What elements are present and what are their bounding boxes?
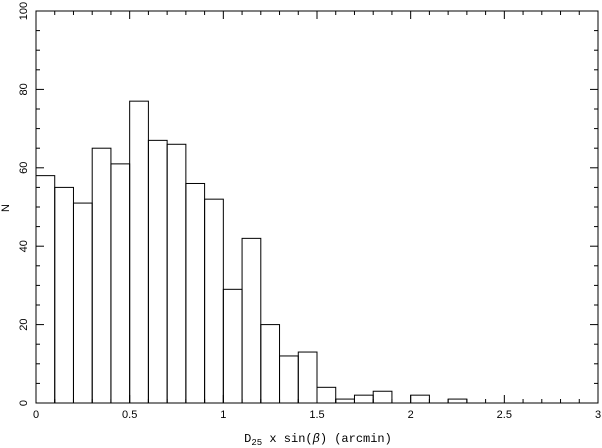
histogram-bar [204,198,224,404]
histogram-bar [129,100,149,404]
x-tick-label: 2.5 [497,409,512,421]
x-axis-label-middle: x sin( [262,432,312,446]
x-tick-label: 3 [595,409,601,421]
histogram-bar [335,398,355,404]
y-tick-label: 60 [18,162,30,174]
y-axis-label: N [0,204,12,212]
x-tick-label: 1.5 [309,409,324,421]
x-tick-label: 0 [33,409,39,421]
plot-frame [35,10,599,404]
histogram-bar [353,394,374,404]
x-axis-label-subscript: 25 [251,438,262,448]
histogram-bar [241,237,262,404]
histogram-bar [35,175,56,404]
y-tick-label: 100 [18,2,30,20]
axis-ticks [35,10,599,404]
y-tick-label: 20 [18,318,30,330]
histogram-bar [279,355,299,404]
histogram-bar [297,351,318,404]
histogram-bar [147,139,168,404]
y-tick-label: 40 [18,240,30,252]
histogram-bar [110,163,131,404]
histogram-bar [410,394,430,404]
tick-labels: 0 0.5 1 1.5 2 2.5 3 0 20 40 60 80 100 [18,2,601,421]
x-axis-label-symbol: β [312,432,320,446]
y-tick-label: 0 [18,400,30,406]
histogram-bar [54,186,74,404]
x-tick-label: 0.5 [122,409,137,421]
histogram-bars [35,100,468,404]
histogram-bar [72,202,93,404]
histogram-bar [222,288,243,404]
histogram-bar [166,143,187,404]
x-axis-label: D25 x sin(β) (arcmin) [244,432,392,448]
histogram-bar [91,147,112,404]
x-tick-label: 2 [408,409,414,421]
histogram-bar [316,386,337,404]
x-axis-label-suffix: ) (arcmin) [320,432,392,446]
histogram-bar [372,390,393,404]
x-axis-label-prefix: D [244,432,251,446]
histogram-bar [260,324,281,404]
histogram-bar [447,398,468,404]
x-tick-label: 1 [220,409,226,421]
histogram-bar [185,182,206,404]
y-tick-label: 80 [18,83,30,95]
